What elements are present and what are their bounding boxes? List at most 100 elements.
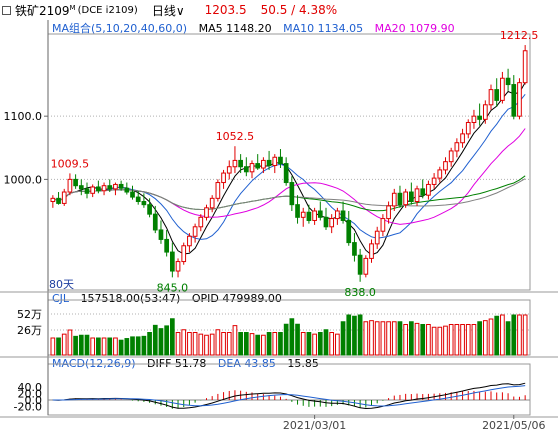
candle-body (511, 84, 517, 117)
volume-bar (50, 337, 56, 356)
volume-bar (426, 324, 431, 356)
high-label-1: 1009.5 (51, 157, 90, 170)
volume-bar (391, 321, 397, 356)
volume-bar (130, 336, 135, 356)
volume-bar (90, 337, 96, 356)
candle-body (118, 183, 124, 189)
volume-bar (471, 324, 477, 356)
chart-labels: 1009.5 1052.5 1212.5 845.0 838.0 80天 (49, 29, 538, 299)
volume-bar (352, 315, 357, 356)
volume-bar (198, 333, 204, 356)
candle-body (369, 243, 374, 259)
select-checkbox[interactable] (2, 5, 11, 15)
x-tick-label: 2021/05/06 (482, 419, 545, 432)
panel-frame (47, 33, 531, 291)
y-tick-label: 1100.0 (4, 110, 43, 123)
volume-bar (403, 324, 409, 356)
volume-bar (380, 321, 386, 356)
candle-body (147, 204, 152, 215)
y-tick-label: 20.0 (18, 387, 43, 400)
volume-bar (67, 329, 73, 356)
low-label-1: 845.0 (157, 281, 189, 294)
volume-bar (84, 334, 90, 356)
volume-bar (283, 323, 289, 356)
volume-bar (460, 324, 465, 356)
ma5-value: MA5 1148.20 (198, 22, 272, 35)
candle-body (96, 186, 101, 192)
volume-bar (317, 332, 323, 356)
volume-bar (135, 336, 141, 356)
volume-bar (96, 337, 101, 356)
candle-body (266, 159, 272, 166)
candle-body (500, 77, 505, 101)
candle-body (295, 204, 300, 218)
period-selector[interactable]: 日线∨ (151, 3, 185, 18)
candle-body (454, 142, 460, 152)
volume-bar (141, 335, 147, 356)
ma-settings-label[interactable]: MA组合(5,10,20,40,60,0) (52, 22, 188, 35)
candle-body (477, 115, 482, 120)
ma40-line (52, 175, 526, 212)
volume-bar (408, 321, 414, 356)
volume-bar (209, 333, 215, 356)
volume-bar (482, 320, 488, 356)
volume-bar (78, 334, 84, 356)
candle-body (226, 166, 232, 174)
candle-body (204, 207, 209, 218)
volume-bar (238, 332, 243, 356)
contract-code: (DCE i2109) (77, 4, 138, 16)
candle-body (198, 216, 204, 228)
y-tick-label: 1000.0 (4, 173, 43, 186)
candle-body (61, 191, 67, 204)
macd-histogram (52, 382, 526, 410)
y-tick-label: 52万 (17, 308, 42, 321)
candle-body (84, 188, 90, 194)
candle-body (278, 156, 283, 165)
candle-body (443, 161, 448, 171)
volume-bar (363, 321, 369, 356)
candle-body (380, 218, 386, 232)
candle-body (374, 230, 380, 245)
contract-title[interactable]: 铁矿2109M (15, 3, 76, 18)
volume-bar (232, 325, 238, 356)
volume-bar (346, 314, 352, 356)
volume-bar (329, 332, 335, 356)
volume-bar (437, 326, 443, 356)
candle-body (124, 187, 130, 193)
volume-value: 157518.00(53:47) (80, 292, 181, 305)
volume-bar (312, 333, 317, 356)
volume-bar (431, 326, 437, 356)
y-tick-label: -20.0 (14, 401, 42, 414)
cjl-label[interactable]: CJL (52, 292, 70, 305)
volume-bar (414, 322, 420, 356)
volume-bar (306, 332, 312, 356)
candle-body (488, 89, 494, 106)
candle-body (175, 261, 181, 272)
chart-header: 铁矿2109M (DCE i2109) 日线∨ 1203.5 50.5 / 4.… (0, 0, 558, 20)
axes: 1100.0 1000.0 52万 26万 40.020.00.0-20.0 2021/0… (0, 20, 558, 432)
volume-bar (152, 324, 158, 356)
high-label-2: 1052.5 (216, 130, 255, 143)
volume-bar (522, 314, 528, 356)
moving-average-lines (52, 82, 526, 256)
high-label-3: 1212.5 (500, 29, 539, 42)
candle-body (90, 186, 96, 194)
y-tick-label: 26万 (17, 324, 42, 337)
candle-body (164, 238, 170, 253)
volume-bar (249, 333, 255, 356)
candle-body (192, 226, 198, 237)
diff-line (52, 382, 526, 410)
candle-body (471, 115, 477, 123)
volume-bar (158, 328, 164, 356)
candle-body (482, 104, 488, 120)
candle-body (255, 163, 261, 169)
volume-bar (386, 321, 391, 356)
candle-body (169, 251, 175, 272)
panel-frame (47, 363, 531, 416)
candle-body (306, 211, 312, 221)
volume-bar (289, 318, 295, 356)
kline-chart[interactable]: 1100.0 1000.0 52万 26万 40.020.00.0-20.0 2021/0… (0, 20, 558, 433)
volume-bar (477, 321, 482, 356)
volume-bar (175, 332, 181, 356)
volume-bar (374, 321, 380, 356)
